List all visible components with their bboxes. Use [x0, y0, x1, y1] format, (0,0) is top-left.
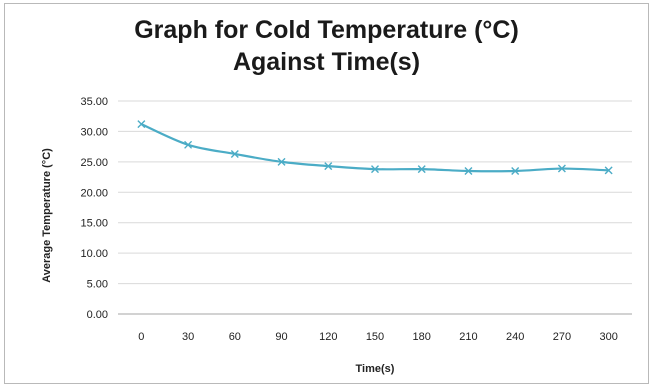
x-tick-label: 180	[413, 331, 431, 343]
series-group	[137, 120, 613, 175]
y-tick-label: 20.00	[80, 187, 108, 199]
y-tick-label: 15.00	[80, 218, 108, 230]
x-tick-label: 210	[459, 331, 477, 343]
gridlines	[118, 100, 632, 285]
y-tick-label: 25.00	[80, 157, 108, 169]
data-point-marker	[371, 165, 379, 174]
data-point-marker	[557, 164, 566, 173]
x-axis-tick-labels: 0 30 60 90 120 150 180 210 240 270 300	[138, 331, 618, 343]
y-tick-label: 30.00	[80, 126, 108, 138]
chart-title: Graph for Cold Temperature (°C) Against …	[0, 14, 653, 78]
chart-frame	[4, 3, 649, 384]
chart-title-line2: Against Time(s)	[232, 48, 421, 76]
y-tick-label: 10.00	[80, 248, 108, 260]
x-tick-label: 300	[599, 331, 617, 343]
data-point-marker	[511, 166, 520, 175]
data-point-marker	[137, 120, 146, 129]
data-point-marker	[184, 140, 193, 149]
x-tick-label: 90	[275, 331, 287, 343]
x-tick-label: 60	[229, 331, 241, 343]
x-tick-label: 270	[553, 331, 571, 343]
y-tick-label: 5.00	[87, 279, 108, 291]
y-tick-label: 35.00	[80, 96, 108, 108]
data-point-marker	[464, 166, 473, 175]
x-tick-label: 120	[319, 331, 337, 343]
x-axis-title: Time(s)	[356, 363, 395, 375]
y-tick-label: 0.00	[87, 309, 108, 321]
data-point-marker	[230, 149, 239, 158]
data-point-marker	[277, 157, 286, 166]
x-tick-label: 0	[138, 331, 144, 343]
x-tick-label: 240	[506, 331, 524, 343]
data-point-marker	[604, 166, 613, 175]
chart-title-line1: Graph for Cold Temperature (°C)	[134, 16, 519, 44]
x-tick-label: 150	[366, 331, 384, 343]
y-axis-title: Average Temperature (°C)	[41, 148, 53, 283]
y-axis-tick-labels: 0.00 5.00 10.00 15.00 20.00 25.00 30.00 35.00	[80, 96, 108, 321]
x-tick-label: 30	[182, 331, 194, 343]
data-point-marker	[324, 162, 333, 171]
data-point-marker	[417, 165, 426, 174]
